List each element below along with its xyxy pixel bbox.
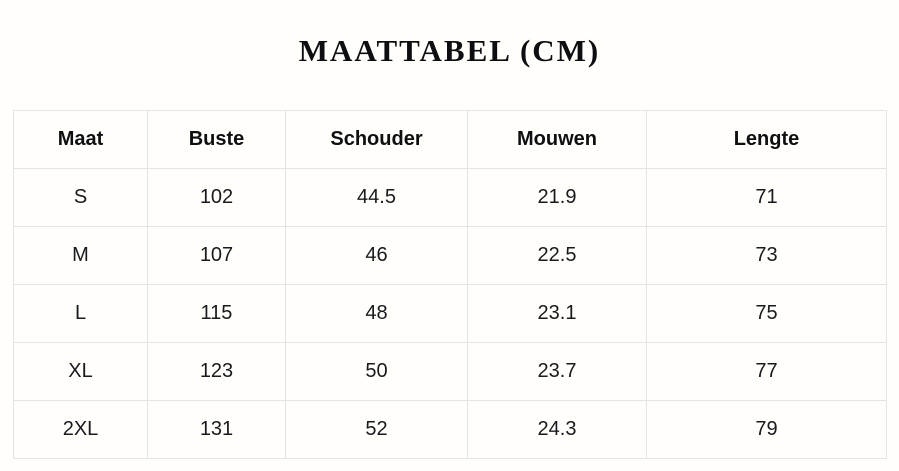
cell-lengte: 75: [646, 284, 887, 343]
cell-schouder: 50: [285, 342, 468, 401]
cell-buste: 107: [147, 226, 286, 285]
table-row: M 107 46 22.5 73: [13, 226, 887, 285]
cell-size: S: [13, 168, 148, 227]
header-cell-maat: Maat: [13, 110, 148, 169]
cell-schouder: 52: [285, 400, 468, 459]
cell-size: L: [13, 284, 148, 343]
table-row: S 102 44.5 21.9 71: [13, 168, 887, 227]
header-cell-mouwen: Mouwen: [467, 110, 647, 169]
cell-mouwen: 24.3: [467, 400, 647, 459]
cell-mouwen: 22.5: [467, 226, 647, 285]
cell-buste: 102: [147, 168, 286, 227]
cell-lengte: 79: [646, 400, 887, 459]
cell-lengte: 73: [646, 226, 887, 285]
cell-schouder: 46: [285, 226, 468, 285]
cell-size: XL: [13, 342, 148, 401]
table-row: L 115 48 23.1 75: [13, 284, 887, 343]
header-cell-buste: Buste: [147, 110, 286, 169]
cell-schouder: 44.5: [285, 168, 468, 227]
cell-size: M: [13, 226, 148, 285]
cell-schouder: 48: [285, 284, 468, 343]
cell-lengte: 77: [646, 342, 887, 401]
cell-buste: 131: [147, 400, 286, 459]
table-row: XL 123 50 23.7 77: [13, 342, 887, 401]
cell-lengte: 71: [646, 168, 887, 227]
cell-buste: 123: [147, 342, 286, 401]
header-cell-schouder: Schouder: [285, 110, 468, 169]
table-row: 2XL 131 52 24.3 79: [13, 400, 887, 459]
size-chart-table: Maat Buste Schouder Mouwen Lengte S 102 …: [13, 110, 887, 459]
table-header-row: Maat Buste Schouder Mouwen Lengte: [13, 110, 887, 169]
cell-mouwen: 21.9: [467, 168, 647, 227]
cell-size: 2XL: [13, 400, 148, 459]
cell-mouwen: 23.7: [467, 342, 647, 401]
cell-mouwen: 23.1: [467, 284, 647, 343]
header-cell-lengte: Lengte: [646, 110, 887, 169]
cell-buste: 115: [147, 284, 286, 343]
page-title: MAATTABEL (CM): [298, 33, 601, 68]
